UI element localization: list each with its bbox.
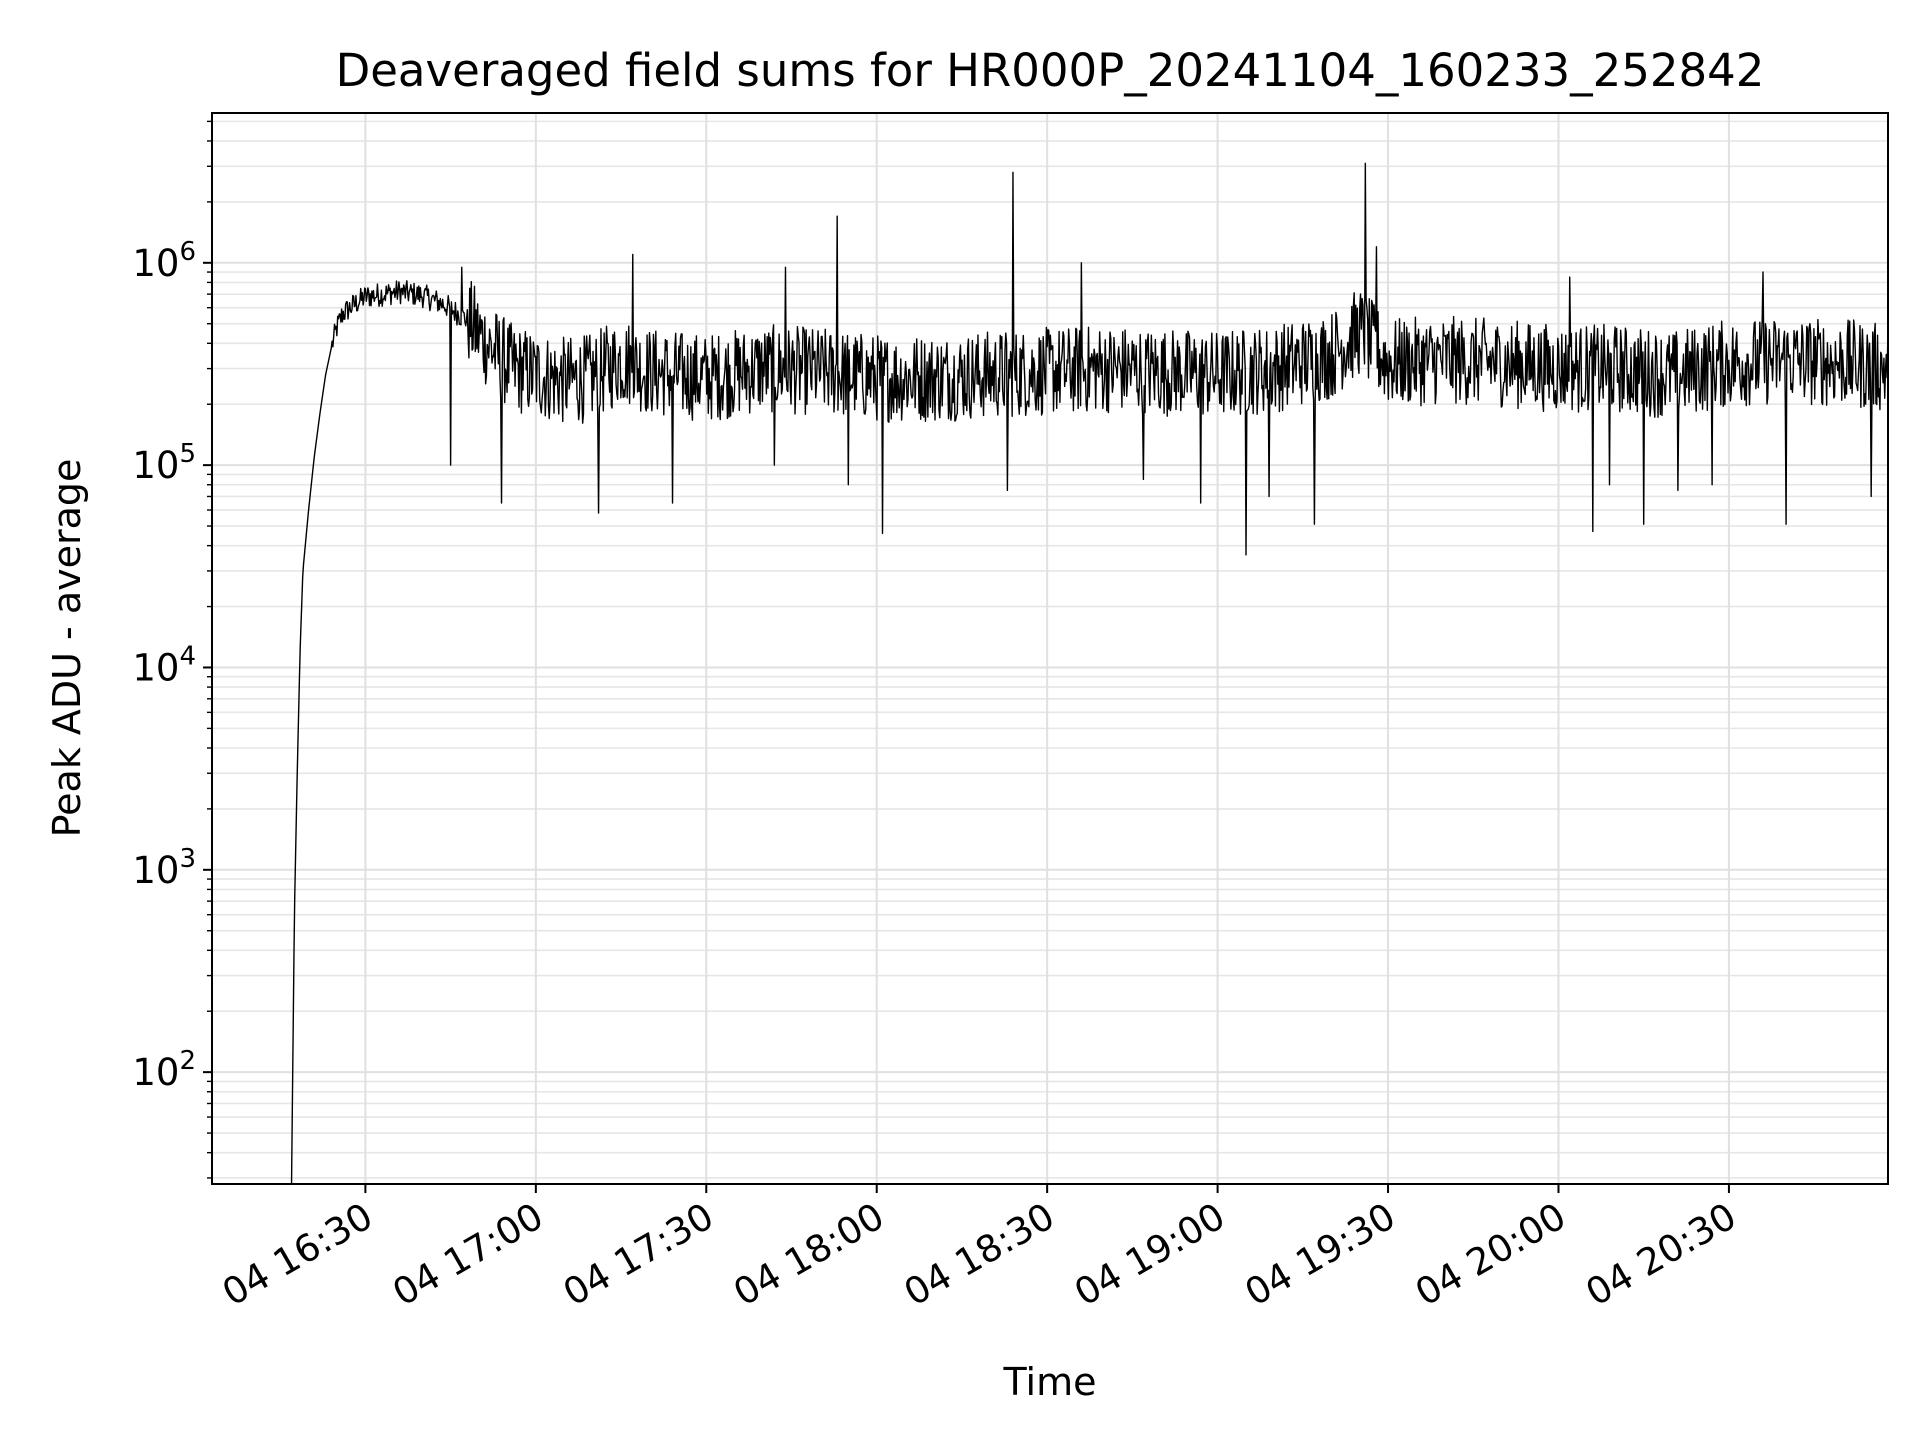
- y-tick-label: 105: [132, 439, 196, 487]
- y-axis-label: Peak ADU - average: [45, 459, 89, 838]
- series-line: [290, 162, 1889, 1185]
- chart-title: Deaveraged field sums for HR000P_2024110…: [336, 44, 1765, 97]
- y-tick-label: 102: [132, 1046, 196, 1094]
- plot-frame: [211, 112, 1889, 1185]
- x-axis-label: Time: [1003, 1360, 1097, 1404]
- y-tick-label: 106: [132, 237, 196, 285]
- y-tick-label: 103: [132, 844, 196, 892]
- y-tick-label: 104: [132, 641, 196, 689]
